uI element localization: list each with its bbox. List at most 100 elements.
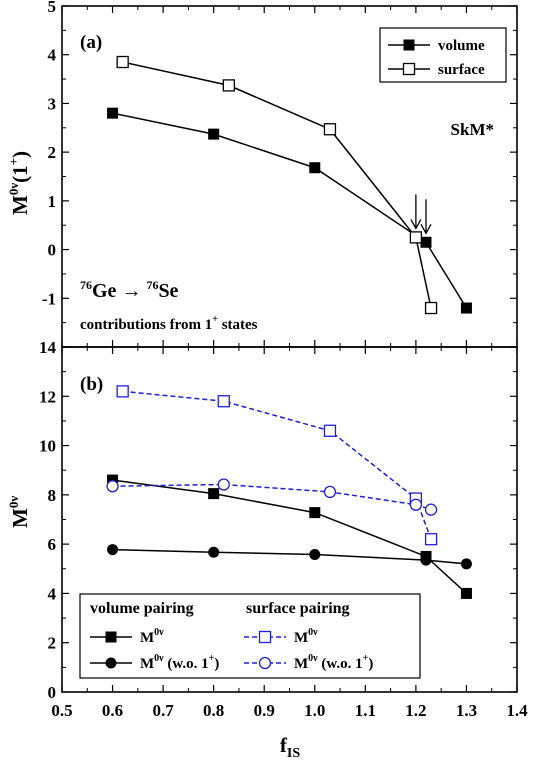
legend-label: volume <box>438 38 485 54</box>
data-point-2 <box>217 395 230 408</box>
force-label: SkM* <box>451 120 494 139</box>
legend-header: volume pairing <box>90 600 194 617</box>
x-axis-label: fIS <box>280 733 300 761</box>
data-point-1 <box>116 55 129 69</box>
data-point-1 <box>409 231 423 244</box>
y-axis-label: M0ν <box>6 496 32 528</box>
x-tick-label: 1.1 <box>355 701 376 720</box>
series-line-0 <box>112 112 468 309</box>
data-point-3 <box>424 503 438 516</box>
data-point-3 <box>106 480 119 493</box>
y-tick-label: 5 <box>48 0 57 16</box>
legend-sup: 0ν <box>154 653 164 664</box>
y-tick-label: 8 <box>48 486 57 505</box>
y-tick-label: 3 <box>48 94 57 113</box>
legend-box <box>79 593 421 679</box>
legend-label: surface <box>438 62 485 78</box>
legend-suffix-close: ) <box>214 656 219 672</box>
y-tick-label: 4 <box>48 46 57 65</box>
data-point-1 <box>309 548 321 560</box>
ylabel-main: M <box>8 195 32 215</box>
legend: volume surface <box>379 27 507 83</box>
series-line-1 <box>122 61 432 309</box>
data-point-1 <box>222 79 235 92</box>
data-point-2 <box>323 424 337 437</box>
y-tick-label: -1 <box>42 289 56 308</box>
legend-sup: 0ν <box>308 627 318 638</box>
data-point-0 <box>107 474 119 486</box>
data-point-1 <box>460 558 472 570</box>
legend-marker <box>403 39 415 51</box>
x-tick-label: 0.7 <box>152 701 174 720</box>
ylabel-sup: 0ν <box>6 496 21 509</box>
x-tick-label: 0.5 <box>51 701 72 720</box>
data-point-1 <box>420 554 432 566</box>
y-tick-label: 0 <box>48 241 57 260</box>
data-point-0 <box>309 507 321 519</box>
data-point-0 <box>107 107 119 119</box>
legend-label: M0ν (w.o. 1+) <box>294 653 373 672</box>
data-point-2 <box>116 385 129 398</box>
mass-number: 76 <box>80 278 92 292</box>
ylabel-suffix-sup: + <box>6 158 21 165</box>
element: Se <box>158 280 178 302</box>
data-point-2 <box>424 533 438 546</box>
data-point-3 <box>217 478 230 491</box>
data-point-0 <box>460 587 472 599</box>
data-point-0 <box>208 128 220 140</box>
data-point-3 <box>323 485 337 499</box>
legend-marker <box>258 630 272 644</box>
x-tick-label: 0.8 <box>203 701 224 720</box>
legend-marker <box>105 631 117 643</box>
note-suffix: states <box>218 317 258 333</box>
data-point-0 <box>420 236 432 248</box>
legend-suffix: (w.o. 1 <box>164 656 209 672</box>
y-tick-label: 2 <box>48 634 57 653</box>
panel-label: (a) <box>80 32 102 53</box>
legend-box <box>379 27 507 83</box>
legend-label: M0ν <box>294 627 318 646</box>
legend-suffix-sup: + <box>209 653 215 664</box>
data-point-1 <box>323 123 337 136</box>
legend-suffix-sup: + <box>363 653 369 664</box>
x-tick-label: 1.0 <box>304 701 325 720</box>
legend-label: M0ν (w.o. 1+) <box>140 653 219 672</box>
data-point-0 <box>309 162 321 174</box>
arrow-head <box>420 223 432 235</box>
data-point-1 <box>107 544 119 556</box>
y-tick-label: 1 <box>48 192 57 211</box>
series-line-3 <box>112 483 432 511</box>
legend-marker <box>402 62 416 76</box>
ylabel-sup: 0ν <box>6 183 21 196</box>
arrow-head <box>410 219 422 230</box>
legend-marker <box>105 657 117 669</box>
ylabel-suffix: (1 <box>8 165 32 183</box>
note-sup: + <box>212 314 218 325</box>
data-point-3 <box>409 498 423 511</box>
y-tick-label: 4 <box>48 584 57 603</box>
legend-sup: 0ν <box>154 627 164 638</box>
ylabel-close: ) <box>8 151 32 158</box>
note-main: contributions from 1 <box>80 317 212 333</box>
legend-suffix-close: ) <box>368 656 373 672</box>
y-tick-label: 6 <box>48 535 57 554</box>
legend-name: M <box>140 656 154 672</box>
x-tick-label: 1.4 <box>506 701 528 720</box>
y-axis-label: M0ν(1+) <box>6 151 32 215</box>
data-point-0 <box>460 302 472 314</box>
legend-sup: 0ν <box>308 653 318 664</box>
series-line-2 <box>122 390 432 540</box>
y-tick-label: 2 <box>48 143 57 162</box>
xlabel-sub: IS <box>287 746 300 761</box>
legend-marker <box>258 656 272 670</box>
legend-label: M0ν <box>140 627 164 646</box>
panel-label: (b) <box>80 374 103 395</box>
legend-name: M <box>294 656 308 672</box>
y-tick-label: 10 <box>39 437 56 456</box>
y-tick-label: 14 <box>39 338 57 357</box>
xlabel-main: f <box>280 733 288 757</box>
